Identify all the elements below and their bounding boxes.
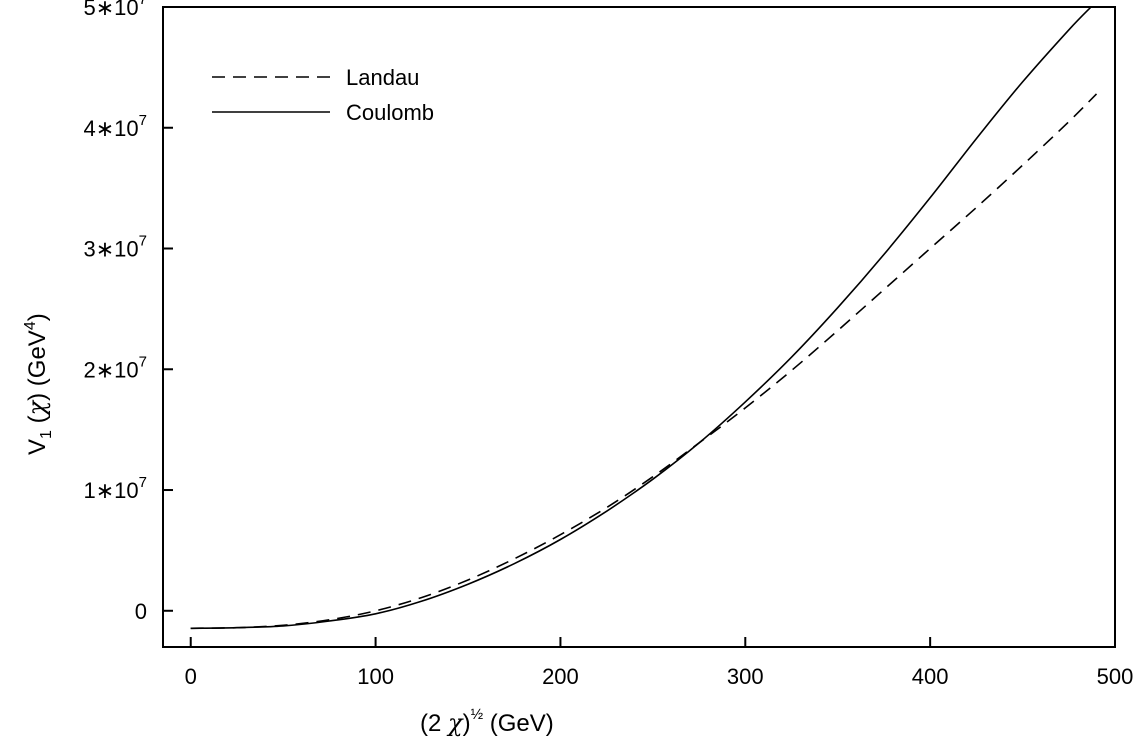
series-line-landau [190,93,1098,630]
series-layer [190,6,1098,630]
x-tick-label: 200 [542,664,579,689]
y-axis-ticks: 0 1∗107 2∗107 3∗107 4∗107 5∗107 [84,0,173,624]
x-tick-label: 0 [185,664,197,689]
y-tick-label: 1∗107 [84,474,147,503]
series-line-coulomb [190,6,1092,630]
legend-label-landau: Landau [346,65,419,90]
legend: Landau Coulomb [212,65,434,125]
x-axis-label: (2 χ)½ (GeV) [420,706,554,737]
y-tick-label: 4∗107 [84,112,147,141]
y-tick-label: 2∗107 [84,353,147,382]
x-axis-ticks: 0 100 200 300 400 500 [185,637,1134,689]
x-tick-label: 500 [1097,664,1134,689]
x-tick-label: 300 [727,664,764,689]
y-axis-label: V1 (χ) (GeV4) [22,313,55,455]
x-tick-label: 400 [912,664,949,689]
plot-frame [162,6,1116,648]
y-tick-label: 0 [135,599,147,624]
y-tick-label: 5∗107 [84,0,147,20]
x-tick-label: 100 [357,664,394,689]
legend-label-coulomb: Coulomb [346,100,434,125]
y-tick-label: 3∗107 [84,233,147,262]
